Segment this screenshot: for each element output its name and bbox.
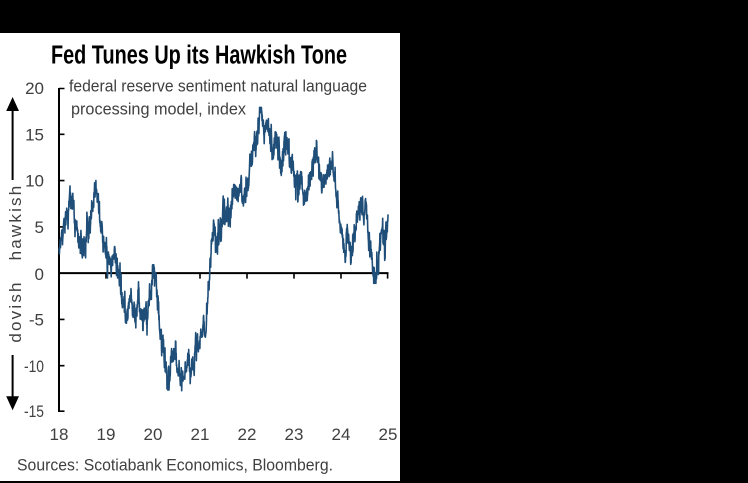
svg-text:22: 22 xyxy=(238,425,257,444)
svg-text:5: 5 xyxy=(35,218,44,237)
svg-text:processing model, index: processing model, index xyxy=(71,101,247,119)
svg-text:21: 21 xyxy=(191,425,210,444)
svg-text:25: 25 xyxy=(379,425,398,444)
svg-text:federal reserve sentiment natu: federal reserve sentiment natural langua… xyxy=(69,77,367,95)
svg-text:0: 0 xyxy=(35,265,44,284)
svg-text:-5: -5 xyxy=(29,311,44,330)
svg-text:15: 15 xyxy=(25,125,44,144)
svg-text:dovish: dovish xyxy=(6,280,25,342)
svg-text:Sources: Scotiabank Economics,: Sources: Scotiabank Economics, Bloomberg… xyxy=(17,456,333,474)
svg-text:-10: -10 xyxy=(24,357,44,376)
svg-text:Fed Tunes Up its Hawkish Tone: Fed Tunes Up its Hawkish Tone xyxy=(51,42,347,70)
svg-text:18: 18 xyxy=(50,425,69,444)
svg-text:23: 23 xyxy=(285,425,304,444)
svg-text:24: 24 xyxy=(332,425,351,444)
svg-text:20: 20 xyxy=(144,425,163,444)
svg-text:hawkish: hawkish xyxy=(6,184,25,261)
svg-text:20: 20 xyxy=(25,79,44,98)
svg-text:10: 10 xyxy=(25,172,44,191)
svg-text:-15: -15 xyxy=(24,402,44,421)
svg-text:19: 19 xyxy=(97,425,116,444)
